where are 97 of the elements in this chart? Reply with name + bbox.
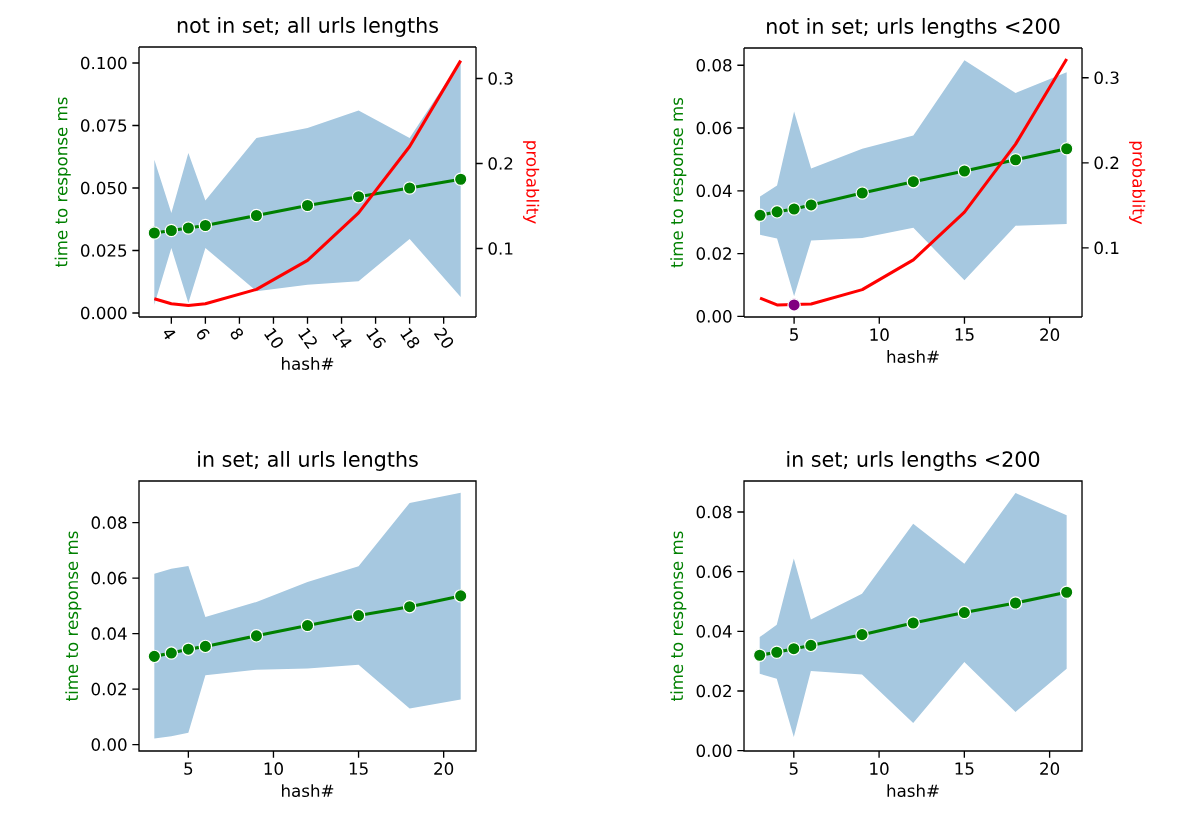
point xyxy=(1008,153,1023,167)
point xyxy=(198,218,213,233)
y-tick-label: 0.02 xyxy=(91,682,126,696)
y2-tick-label: 0.1 xyxy=(488,242,513,255)
point xyxy=(855,627,869,642)
y-axis-title: time to response ms xyxy=(54,97,71,268)
point xyxy=(957,164,972,178)
point xyxy=(804,198,818,212)
point xyxy=(181,221,196,235)
y2-tick-label: 0.2 xyxy=(1094,156,1119,170)
point xyxy=(147,649,162,664)
point xyxy=(906,174,921,189)
y-tick-label: 0.06 xyxy=(91,571,127,585)
point xyxy=(787,202,801,216)
y-tick-label: 0.025 xyxy=(81,244,127,257)
x-tick-label: 4 xyxy=(163,330,176,340)
x-tick-label: 10 xyxy=(870,762,889,775)
point xyxy=(1008,596,1023,610)
y-tick-label: 0.08 xyxy=(696,58,732,72)
y-axis-title: time to response ms xyxy=(65,531,82,702)
point xyxy=(787,641,801,656)
y2-tick-label: 0.3 xyxy=(488,72,513,85)
y-tick-label: 0.075 xyxy=(81,119,127,132)
y-tick-label: 0.00 xyxy=(696,744,732,757)
point xyxy=(855,186,869,200)
point xyxy=(770,645,784,659)
point xyxy=(198,639,213,654)
point xyxy=(300,618,315,633)
y-tick-label: 0.050 xyxy=(81,181,127,195)
chart-title: not in set; urls lengths <200 xyxy=(767,17,1060,38)
point xyxy=(453,589,468,603)
x-tick-label: 15 xyxy=(955,328,974,341)
y-tick-label: 0.100 xyxy=(81,56,127,70)
y2-tick-label: 0.1 xyxy=(1094,241,1119,255)
x-tick-label: 12 xyxy=(298,327,317,349)
y-tick-label: 0.000 xyxy=(81,306,127,320)
point xyxy=(957,605,972,620)
point xyxy=(147,226,162,240)
y-tick-label: 0.06 xyxy=(696,565,732,578)
x-tick-label: 20 xyxy=(433,327,454,348)
x-tick-label: 18 xyxy=(400,327,420,349)
point xyxy=(752,648,767,662)
x-tick-label: 8 xyxy=(230,328,244,340)
x-tick-label: 5 xyxy=(789,762,798,775)
y-tick-label: 0.04 xyxy=(91,627,127,640)
x-tick-label: 20 xyxy=(1040,762,1060,775)
point xyxy=(402,181,417,195)
y-tick-label: 0.04 xyxy=(696,184,732,198)
y2-tick-label: 0.2 xyxy=(488,157,513,170)
point xyxy=(770,205,784,219)
y-tick-label: 0.02 xyxy=(696,684,731,698)
point xyxy=(351,608,366,623)
point xyxy=(402,599,417,614)
point xyxy=(804,638,818,653)
x-tick-label: 20 xyxy=(434,762,454,775)
point xyxy=(164,646,179,660)
x-tick-label: 5 xyxy=(790,328,798,341)
x-tick-label: 5 xyxy=(184,762,193,775)
y2-tick-label: 0.3 xyxy=(1094,71,1119,85)
y-tick-label: 0.04 xyxy=(696,625,732,638)
x-tick-label: 14 xyxy=(332,327,352,349)
chart-title: not in set; all urls lengths xyxy=(177,16,439,37)
y-tick-label: 0.00 xyxy=(696,310,732,323)
point xyxy=(181,642,196,656)
point xyxy=(753,208,767,223)
x-tick-label: 20 xyxy=(1040,328,1060,341)
y-tick-label: 0.08 xyxy=(91,516,127,529)
x-tick-label: 16 xyxy=(366,327,386,349)
y2-axis-title: probablity xyxy=(1129,141,1146,225)
x-tick-label: 10 xyxy=(264,327,283,348)
point xyxy=(453,172,468,186)
x-tick-label: 15 xyxy=(955,762,974,775)
y2-axis-title: probablity xyxy=(523,141,540,224)
y-axis-title: time to response ms xyxy=(670,531,687,702)
x-axis-title: hash# xyxy=(282,784,334,798)
y-axis-title: time to response ms xyxy=(670,97,687,268)
point xyxy=(351,190,366,204)
x-tick-label: 10 xyxy=(870,328,889,341)
point xyxy=(300,198,315,213)
y-tick-label: 0.08 xyxy=(696,505,732,519)
chart-title: in set; urls lengths <200 xyxy=(787,450,1040,471)
point xyxy=(1059,585,1074,600)
x-axis-title: hash# xyxy=(887,350,939,364)
point xyxy=(1059,142,1074,156)
x-tick-label: 15 xyxy=(349,762,368,775)
y-tick-label: 0.02 xyxy=(696,247,731,260)
x-axis-title: hash# xyxy=(887,784,939,798)
point xyxy=(164,223,179,238)
y-tick-label: 0.06 xyxy=(696,121,732,135)
y-tick-label: 0.00 xyxy=(91,738,127,751)
x-axis-title: hash# xyxy=(282,357,334,370)
point xyxy=(249,208,264,223)
point xyxy=(906,616,920,630)
x-tick-label: 6 xyxy=(197,328,210,340)
x-tick-label: 10 xyxy=(264,762,283,775)
chart-title: in set; all urls lengths xyxy=(198,450,418,471)
point xyxy=(249,629,264,643)
